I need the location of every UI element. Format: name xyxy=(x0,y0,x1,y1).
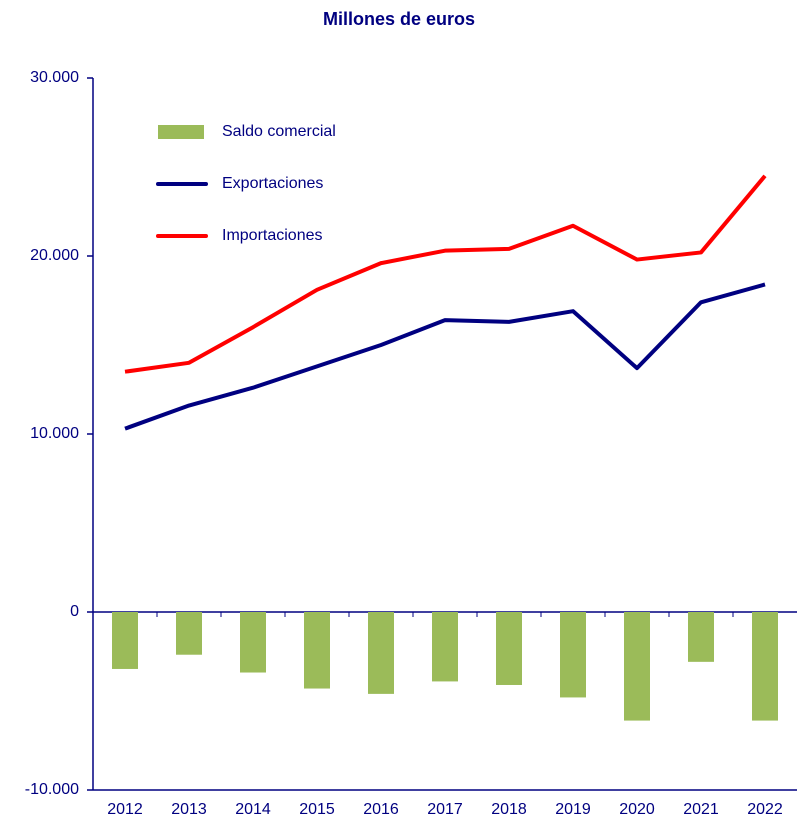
legend-swatch xyxy=(158,125,204,139)
x-tick-label: 2012 xyxy=(107,801,143,818)
line xyxy=(124,174,767,374)
x-tick-label: 2014 xyxy=(235,801,271,818)
bar xyxy=(624,612,650,721)
bar xyxy=(432,612,458,682)
x-tick-label: 2017 xyxy=(427,801,463,818)
legend-label: Importaciones xyxy=(222,227,323,244)
y-tick-label: 30.000 xyxy=(30,69,79,86)
bar xyxy=(752,612,778,721)
bar xyxy=(240,612,266,673)
x-tick-label: 2021 xyxy=(683,801,719,818)
y-tick-label: 0 xyxy=(70,603,79,620)
x-tick-label: 2019 xyxy=(555,801,591,818)
y-tick-label: -10.000 xyxy=(25,781,79,798)
bar xyxy=(496,612,522,685)
x-tick-label: 2020 xyxy=(619,801,655,818)
line xyxy=(124,282,766,431)
y-tick-label: 20.000 xyxy=(30,247,79,264)
legend-label: Exportaciones xyxy=(222,175,323,192)
bar xyxy=(688,612,714,662)
y-tick-label: 10.000 xyxy=(30,425,79,442)
bar xyxy=(304,612,330,689)
x-tick-label: 2018 xyxy=(491,801,527,818)
bar xyxy=(368,612,394,694)
x-tick-label: 2015 xyxy=(299,801,335,818)
bar xyxy=(560,612,586,698)
legend-label: Saldo comercial xyxy=(222,123,336,140)
x-tick-label: 2016 xyxy=(363,801,399,818)
chart-title: Millones de euros xyxy=(323,9,475,29)
bar xyxy=(112,612,138,669)
x-tick-label: 2013 xyxy=(171,801,207,818)
bar xyxy=(176,612,202,655)
x-tick-label: 2022 xyxy=(747,801,783,818)
